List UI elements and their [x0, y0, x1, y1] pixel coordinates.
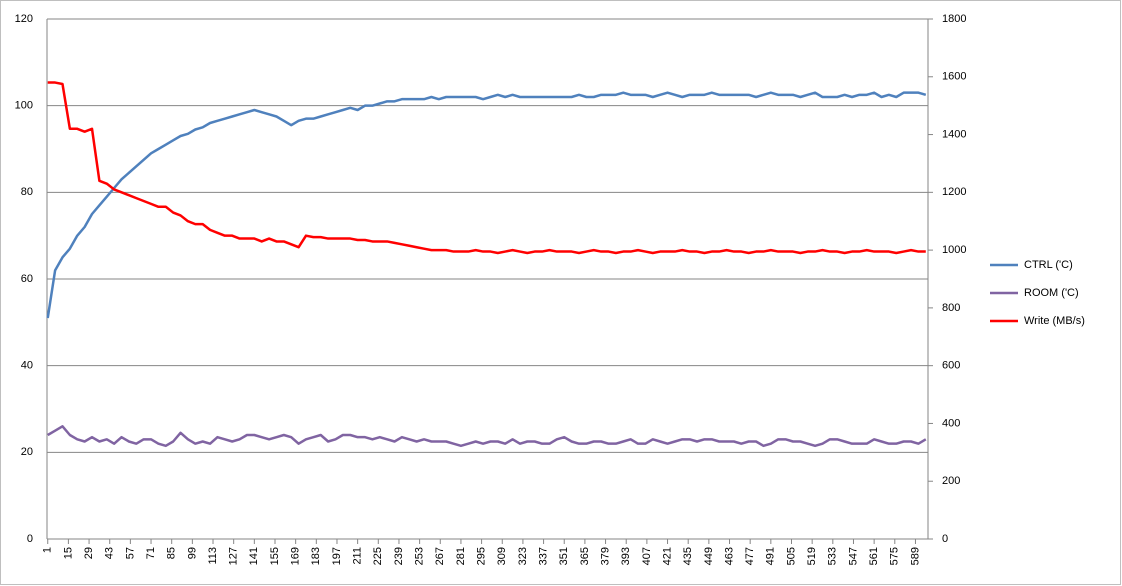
x-tick-label: 407 [641, 547, 653, 565]
x-tick-label: 267 [434, 547, 446, 565]
x-tick-label: 323 [517, 547, 529, 565]
x-tick-label: 435 [682, 547, 694, 565]
x-tick-label: 141 [248, 547, 260, 565]
x-tick-label: 253 [414, 547, 426, 565]
x-tick-label: 547 [847, 547, 859, 565]
x-tick-label: 379 [599, 547, 611, 565]
x-tick-label: 15 [62, 547, 74, 559]
legend-label: ROOM ('C) [1024, 287, 1079, 299]
x-tick-label: 99 [186, 547, 198, 559]
y-tick-label: 120 [15, 13, 33, 25]
x-tick-label: 491 [765, 547, 777, 565]
x-tick-label: 477 [744, 547, 756, 565]
x-tick-label: 463 [723, 547, 735, 565]
y2-tick-label: 1600 [942, 71, 966, 83]
x-tick-label: 421 [661, 547, 673, 565]
x-tick-label: 281 [455, 547, 467, 565]
x-tick-label: 295 [476, 547, 488, 565]
series-line [47, 425, 927, 448]
x-tick-label: 169 [290, 547, 302, 565]
x-tick-label: 239 [393, 547, 405, 565]
y2-tick-label: 800 [942, 302, 960, 314]
x-tick-label: 183 [310, 547, 322, 565]
x-tick-label: 113 [207, 547, 219, 565]
y2-tick-label: 200 [942, 475, 960, 487]
x-tick-label: 365 [579, 547, 591, 565]
x-tick-label: 337 [537, 547, 549, 565]
legend-label: CTRL ('C) [1024, 259, 1073, 271]
x-tick-label: 589 [909, 547, 921, 565]
y-tick-label: 100 [15, 100, 33, 112]
x-tick-label: 127 [228, 547, 240, 565]
x-tick-label: 225 [372, 547, 384, 565]
x-tick-label: 351 [558, 547, 570, 565]
x-tick-label: 29 [83, 547, 95, 559]
x-tick-label: 561 [868, 547, 880, 565]
y2-tick-label: 1000 [942, 244, 966, 256]
x-tick-label: 309 [496, 547, 508, 565]
x-tick-label: 155 [269, 547, 281, 565]
x-tick-label: 43 [104, 547, 116, 559]
y-tick-label: 80 [21, 186, 33, 198]
y-tick-label: 0 [27, 533, 33, 545]
y2-tick-label: 600 [942, 360, 960, 372]
x-tick-label: 57 [124, 547, 136, 559]
x-tick-label: 449 [703, 547, 715, 565]
y-tick-label: 40 [21, 360, 33, 372]
x-tick-label: 85 [166, 547, 178, 559]
y2-tick-label: 1200 [942, 186, 966, 198]
legend-label: Write (MB/s) [1024, 315, 1085, 327]
series-line [47, 81, 926, 255]
y-tick-label: 20 [21, 446, 33, 458]
x-tick-label: 575 [889, 547, 901, 565]
y2-tick-label: 0 [942, 533, 948, 545]
x-tick-label: 211 [352, 547, 364, 565]
x-tick-label: 505 [785, 547, 797, 565]
series-line [46, 91, 927, 319]
y2-tick-label: 400 [942, 417, 960, 429]
x-tick-label: 519 [806, 547, 818, 565]
y-tick-label: 60 [21, 273, 33, 285]
x-tick-label: 393 [620, 547, 632, 565]
x-tick-label: 533 [827, 547, 839, 565]
y2-tick-label: 1800 [942, 13, 966, 25]
x-tick-label: 197 [331, 547, 343, 565]
x-tick-label: 71 [145, 547, 157, 559]
x-tick-label: 1 [42, 547, 54, 553]
y2-tick-label: 1400 [942, 128, 966, 140]
